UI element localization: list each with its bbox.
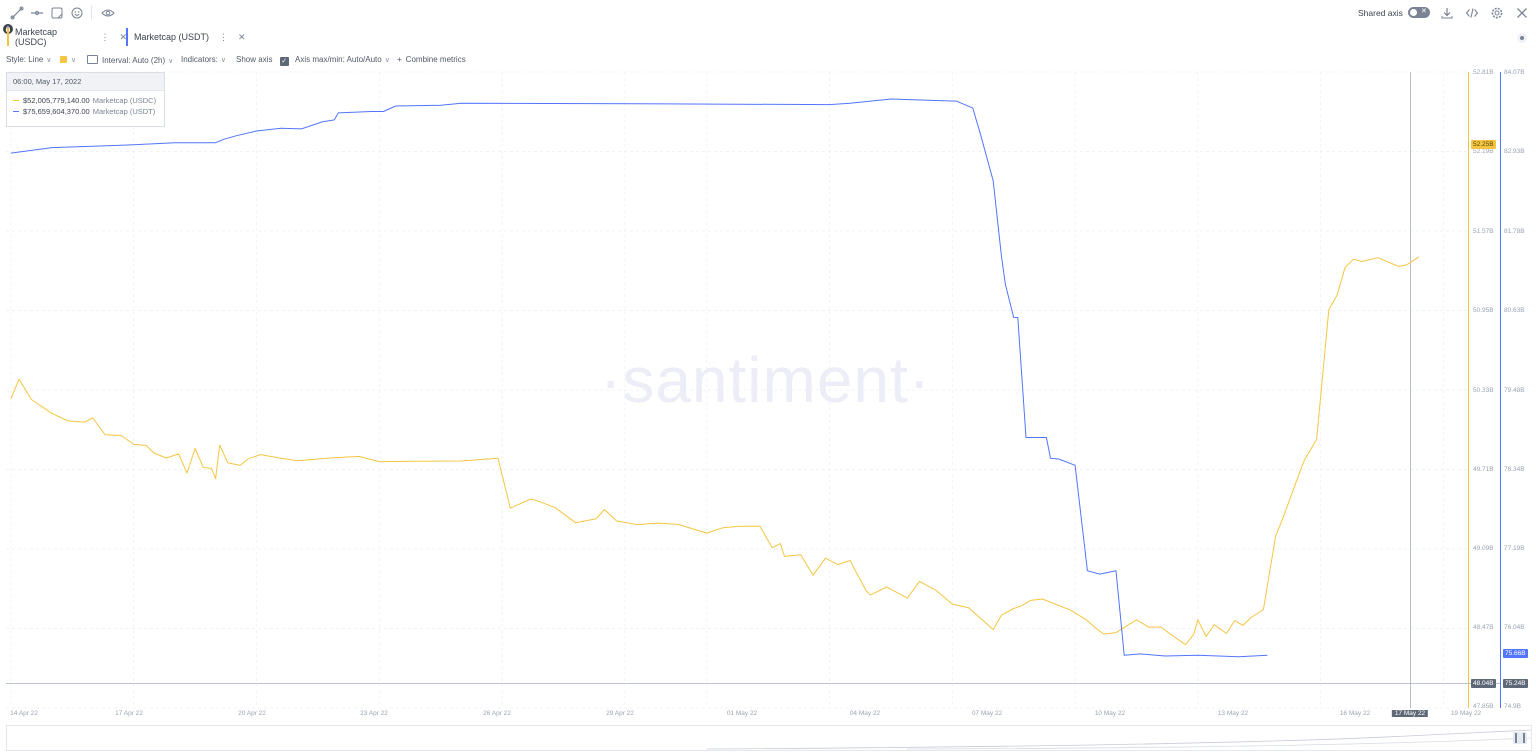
tooltip-row-usdt: $75,659,604,370.00 Marketcap (USDT) bbox=[7, 106, 164, 117]
usdc-axis-tick: 52.81B bbox=[1473, 69, 1494, 76]
usdc-axis-tick: 47.85B bbox=[1473, 703, 1494, 710]
usdt-last-value-badge: 75.66B bbox=[1503, 649, 1528, 658]
x-axis-tick: 04 May 22 bbox=[849, 710, 881, 717]
shared-axis-toggle[interactable]: ✕ bbox=[1408, 7, 1430, 18]
chevron-down-icon: ∨ bbox=[168, 58, 174, 65]
usdt-series-line bbox=[10, 98, 1268, 658]
x-axis-tick: 13 May 22 bbox=[1217, 710, 1249, 717]
usdt-axis-tick: 82.93B bbox=[1504, 148, 1525, 155]
legend-swatch bbox=[13, 99, 19, 102]
note-icon[interactable] bbox=[50, 6, 64, 20]
usdc-axis-tick: 50.33B bbox=[1473, 387, 1494, 394]
tooltip-value: $75,659,604,370.00 bbox=[23, 107, 90, 116]
axis-minmax-select[interactable]: Axis max/min: Auto/Auto ∨ bbox=[295, 55, 390, 64]
usdt-axis-tick: 84.07B bbox=[1504, 69, 1525, 76]
legend-swatch bbox=[13, 110, 19, 113]
x-axis-tick: 20 Apr 22 bbox=[238, 710, 266, 717]
tab-marketcap-usdt[interactable]: Marketcap (USDT) ⋮ ✕ bbox=[126, 28, 246, 46]
tooltip-value: $52,005,779,140.00 bbox=[23, 96, 90, 105]
usdc-axis-tick: 50.95B bbox=[1473, 307, 1494, 314]
usdc-cursor-badge: 48.04B bbox=[1471, 679, 1496, 688]
color-select[interactable]: ∨ bbox=[60, 55, 76, 64]
tooltip-date: 06:00, May 17, 2022 bbox=[7, 73, 164, 91]
check-icon[interactable]: ✓ bbox=[279, 57, 289, 66]
usdt-cursor-badge: 75.24B bbox=[1503, 679, 1528, 688]
x-cursor-badge: 17 May 22 bbox=[1391, 710, 1429, 717]
usdc-series-line bbox=[10, 256, 1420, 646]
usdt-axis-tick: 77.19B bbox=[1504, 545, 1525, 552]
interval-label: Interval: Auto (2h) bbox=[102, 56, 166, 65]
gear-icon[interactable] bbox=[1490, 6, 1504, 20]
remove-metric-icon[interactable]: ✕ bbox=[238, 31, 246, 42]
ray-icon[interactable] bbox=[30, 6, 44, 20]
usdt-axis-tick: 79.48B bbox=[1504, 387, 1525, 394]
usdc-axis-tick: 49.09B bbox=[1473, 545, 1494, 552]
indicators-label: Indicators: bbox=[181, 55, 218, 64]
chevron-down-icon: ∨ bbox=[46, 57, 52, 64]
usdc-axis-tick: 52.19B bbox=[1473, 148, 1494, 155]
plus-icon: + bbox=[397, 55, 402, 64]
x-axis-tick: 26 Apr 22 bbox=[483, 710, 511, 717]
show-axis-label: Show axis bbox=[236, 55, 273, 64]
tooltip: 06:00, May 17, 2022 $52,005,779,140.00 M… bbox=[6, 72, 165, 127]
usdc-axis-tick: 48.47B bbox=[1473, 624, 1494, 631]
close-icon[interactable] bbox=[1515, 6, 1529, 20]
tooltip-label: Marketcap (USDC) bbox=[92, 96, 157, 105]
style-select[interactable]: Style: Line ∨ bbox=[6, 55, 51, 64]
chevron-down-icon: ∨ bbox=[220, 57, 227, 64]
x-axis-tick: 23 Apr 22 bbox=[360, 710, 388, 717]
chevron-down-icon: ∨ bbox=[71, 57, 77, 64]
tab-label: Marketcap (USDT) bbox=[134, 32, 210, 42]
usdc-last-value-badge: 52.25B bbox=[1471, 140, 1496, 149]
axis-minmax-label: Axis max/min: Auto/Auto bbox=[295, 55, 382, 64]
more-icon[interactable]: ⋮ bbox=[100, 31, 110, 42]
show-axis-option[interactable]: Show axis ✓ bbox=[236, 55, 289, 66]
usdt-axis-tick: 81.78B bbox=[1504, 228, 1525, 235]
usdt-axis-tick: 76.04B bbox=[1504, 624, 1525, 631]
usdt-axis-tick: 80.63B bbox=[1504, 307, 1525, 314]
x-axis-tick: 16 May 22 bbox=[1339, 710, 1371, 717]
emoji-icon[interactable] bbox=[70, 6, 84, 20]
combine-label: Combine metrics bbox=[405, 55, 466, 64]
toggle-off-icon: ✕ bbox=[1421, 8, 1427, 15]
watermark: ·santiment· bbox=[600, 344, 932, 416]
line-draw-icon[interactable] bbox=[10, 6, 24, 20]
settings-dot-icon[interactable] bbox=[1517, 33, 1527, 43]
usdc-axis-tick: 51.57B bbox=[1473, 228, 1494, 235]
x-axis-tick: 19 May 22 bbox=[1450, 710, 1482, 717]
color-swatch bbox=[60, 56, 67, 63]
remove-metric-icon[interactable]: ✕ bbox=[119, 31, 127, 42]
combine-metrics-button[interactable]: + Combine metrics bbox=[397, 55, 466, 64]
calendar-icon bbox=[87, 55, 98, 64]
tab-marketcap-usdc[interactable]: Marketcap (USDC) ⋮ ✕ bbox=[7, 27, 127, 47]
code-icon[interactable] bbox=[1465, 6, 1479, 20]
indicators-select[interactable]: Indicators: ∨ bbox=[181, 55, 226, 64]
usdt-axis-tick: 78.34B bbox=[1504, 466, 1525, 473]
download-icon[interactable] bbox=[1440, 6, 1454, 20]
eye-icon[interactable] bbox=[101, 6, 115, 20]
tooltip-label: Marketcap (USDT) bbox=[92, 107, 156, 116]
usdc-axis-tick: 49.71B bbox=[1473, 466, 1494, 473]
usdt-axis-tick: 74.9B bbox=[1504, 703, 1521, 710]
x-axis-tick: 10 May 22 bbox=[1094, 710, 1126, 717]
tab-label: Marketcap (USDC) bbox=[15, 27, 58, 47]
x-axis-tick: 29 Apr 22 bbox=[606, 710, 634, 717]
x-axis-tick: 07 May 22 bbox=[971, 710, 1003, 717]
range-handle[interactable] bbox=[1513, 732, 1527, 744]
chevron-down-icon: ∨ bbox=[384, 57, 390, 64]
x-axis-tick: 01 May 22 bbox=[726, 710, 758, 717]
more-icon[interactable]: ⋮ bbox=[219, 31, 229, 42]
x-axis-tick: 17 Apr 22 bbox=[115, 710, 143, 717]
style-label: Style: Line bbox=[6, 55, 44, 64]
range-navigator[interactable] bbox=[6, 725, 1532, 751]
tooltip-row-usdc: $52,005,779,140.00 Marketcap (USDC) bbox=[7, 95, 164, 106]
interval-select[interactable]: Interval: Auto (2h) ∨ bbox=[87, 55, 173, 65]
x-axis-tick: 14 Apr 22 bbox=[10, 710, 38, 717]
shared-axis-label: Shared axis bbox=[1358, 8, 1403, 18]
